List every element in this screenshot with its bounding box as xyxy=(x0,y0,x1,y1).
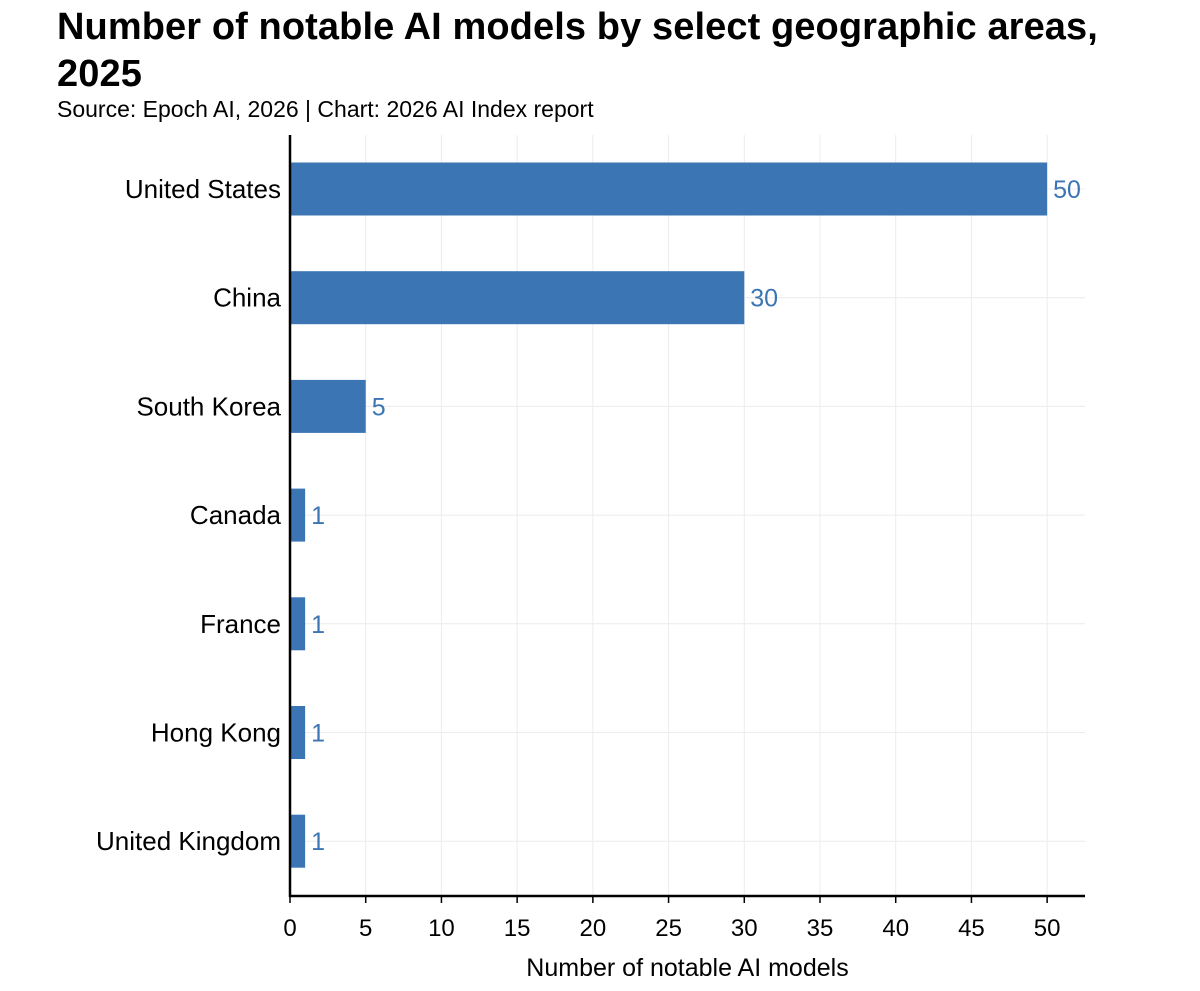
bar-canada xyxy=(290,488,306,542)
bar-france xyxy=(290,597,306,651)
data-label: 30 xyxy=(750,285,778,313)
data-label: 1 xyxy=(311,720,325,748)
chart-title: Number of notable AI models by select ge… xyxy=(57,6,1098,95)
data-label: 5 xyxy=(372,393,386,421)
category-label: South Korea xyxy=(136,391,281,421)
bar-china xyxy=(290,271,745,325)
x-tick-label: 35 xyxy=(807,915,834,942)
bar-south-korea xyxy=(290,379,366,433)
bar-hong-kong xyxy=(290,706,306,759)
category-label: France xyxy=(200,609,281,639)
x-tick-label: 20 xyxy=(580,915,607,942)
x-tick-label: 5 xyxy=(359,915,372,942)
x-tick-label: 15 xyxy=(504,915,531,942)
category-label: Canada xyxy=(190,500,282,530)
category-label: Hong Kong xyxy=(151,718,281,748)
x-tick-label: 0 xyxy=(283,915,296,942)
category-label: United States xyxy=(125,174,281,204)
x-tick-label: 50 xyxy=(1034,915,1061,942)
x-tick-label: 30 xyxy=(731,915,758,942)
data-label: 50 xyxy=(1053,176,1081,204)
data-label: 1 xyxy=(311,611,325,639)
gridlines xyxy=(290,135,1085,896)
x-tick-label: 40 xyxy=(882,915,909,942)
axes xyxy=(288,135,1085,903)
data-label: 1 xyxy=(311,502,325,530)
x-tick-label: 10 xyxy=(428,915,455,942)
chart-subtitle: Source: Epoch AI, 2026 | Chart: 2026 AI … xyxy=(57,96,594,122)
category-label: United Kingdom xyxy=(96,826,281,856)
x-tick-label: 45 xyxy=(958,915,985,942)
data-label: 1 xyxy=(311,828,325,856)
x-tick-label: 25 xyxy=(655,915,682,942)
x-axis-title: Number of notable AI models xyxy=(526,954,848,982)
bars xyxy=(290,162,1048,868)
bar-united-kingdom xyxy=(290,814,306,868)
category-label: China xyxy=(213,283,281,313)
bar-united-states xyxy=(290,162,1048,216)
